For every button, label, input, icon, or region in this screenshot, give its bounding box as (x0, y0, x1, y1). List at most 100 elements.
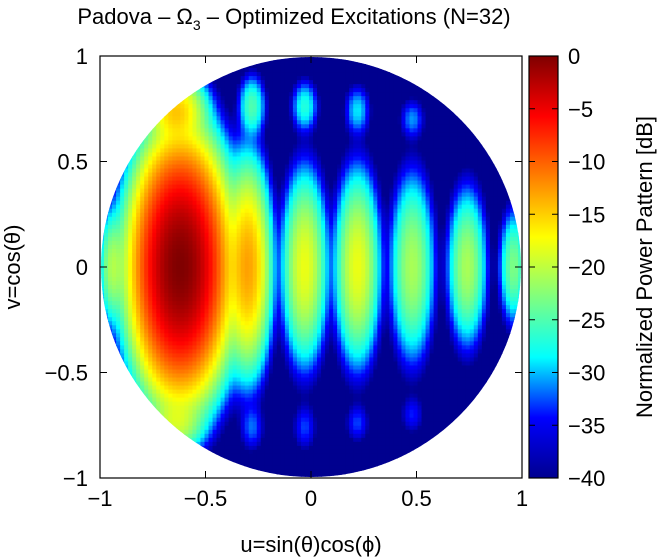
heatmap-cell (361, 208, 366, 214)
heatmap-cell (385, 216, 390, 222)
heatmap-cell (228, 281, 234, 286)
heatmap-cell (220, 72, 226, 77)
heatmap-cell (236, 104, 242, 109)
heatmap-cell (308, 240, 314, 246)
heatmap-cell (341, 152, 346, 158)
heatmap-cell (168, 269, 173, 274)
heatmap-cell (168, 196, 173, 202)
heatmap-cell (152, 176, 157, 182)
heatmap-cell (433, 248, 439, 254)
heatmap-cell (112, 236, 117, 242)
heatmap-cell (501, 269, 507, 274)
heatmap-cell (317, 212, 322, 218)
heatmap-cell (357, 200, 362, 206)
heatmap-cell (437, 224, 443, 230)
heatmap-cell (321, 212, 326, 218)
heatmap-cell (357, 140, 362, 146)
heatmap-cell (313, 60, 318, 65)
heatmap-cell (144, 228, 149, 234)
heatmap-cell (272, 212, 278, 218)
heatmap-cell (421, 252, 427, 258)
heatmap-cell (417, 184, 423, 190)
heatmap-cell (224, 180, 230, 186)
heatmap-cell (369, 124, 374, 129)
heatmap-cell (445, 228, 451, 234)
heatmap-cell (393, 88, 399, 93)
heatmap-cell (172, 164, 177, 170)
heatmap-cell (296, 220, 302, 226)
heatmap-cell (176, 164, 181, 170)
heatmap-cell (317, 80, 322, 85)
heatmap-cell (220, 144, 226, 150)
heatmap-cell (361, 277, 366, 282)
heatmap-cell (397, 76, 403, 81)
heatmap-cell (509, 204, 515, 210)
heatmap-cell (196, 224, 202, 230)
heatmap-cell (252, 224, 258, 230)
heatmap-cell (405, 220, 411, 226)
heatmap-cell (473, 168, 479, 174)
heatmap-cell (184, 236, 190, 242)
heatmap-cell (120, 256, 125, 262)
heatmap-cell (188, 148, 194, 154)
heatmap-cell (313, 124, 318, 129)
heatmap-cell (481, 192, 487, 198)
heatmap-cell (373, 116, 378, 121)
heatmap-cell (240, 108, 246, 113)
heatmap-cell (381, 172, 386, 178)
heatmap-cell (345, 136, 350, 141)
heatmap-cell (329, 285, 334, 290)
heatmap-cell (373, 136, 378, 141)
heatmap-cell (248, 132, 254, 137)
heatmap-cell (345, 232, 350, 238)
heatmap-cell (128, 240, 133, 246)
heatmap-cell (240, 208, 246, 214)
heatmap-cell (272, 285, 278, 290)
heatmap-cell (232, 68, 238, 73)
heatmap-cell (200, 216, 206, 222)
heatmap-cell (421, 208, 427, 214)
heatmap-cell (120, 244, 125, 250)
heatmap-cell (321, 204, 326, 210)
heatmap-cell (385, 212, 390, 218)
heatmap-cell (236, 180, 242, 186)
heatmap-cell (433, 152, 439, 158)
heatmap-cell (132, 264, 137, 270)
heatmap-cell (216, 156, 222, 162)
heatmap-cell (341, 228, 346, 234)
heatmap-cell (397, 285, 403, 290)
heatmap-cell (224, 204, 230, 210)
heatmap-cell (353, 220, 358, 226)
heatmap-cell (473, 132, 479, 137)
heatmap-cell (308, 277, 314, 282)
heatmap-cell (437, 168, 443, 174)
heatmap-cell (361, 152, 366, 158)
heatmap-cell (321, 216, 326, 222)
heatmap-cell (353, 240, 358, 246)
heatmap-cell (300, 224, 306, 230)
heatmap-cell (385, 80, 390, 85)
heatmap-cell (349, 140, 354, 146)
heatmap-cell (437, 180, 443, 186)
heatmap-cell (188, 216, 194, 222)
heatmap-cell (385, 256, 390, 262)
heatmap-cell (272, 72, 278, 77)
heatmap-cell (132, 236, 137, 242)
heatmap-cell (493, 192, 499, 198)
heatmap-cell (272, 277, 278, 282)
heatmap-cell (385, 180, 390, 186)
heatmap-cell (216, 196, 222, 202)
heatmap-cell (212, 180, 218, 186)
heatmap-cell (252, 140, 258, 146)
heatmap-cell (345, 220, 350, 226)
heatmap-cell (369, 180, 374, 186)
heatmap-cell (329, 224, 334, 230)
heatmap-cell (461, 273, 467, 278)
heatmap-cell (413, 188, 419, 194)
heatmap-cell (252, 104, 258, 109)
heatmap-cell (152, 248, 157, 254)
heatmap-cell (132, 168, 137, 174)
heatmap-cell (373, 273, 378, 278)
heatmap-cell (304, 84, 310, 89)
heatmap-cell (244, 220, 250, 226)
